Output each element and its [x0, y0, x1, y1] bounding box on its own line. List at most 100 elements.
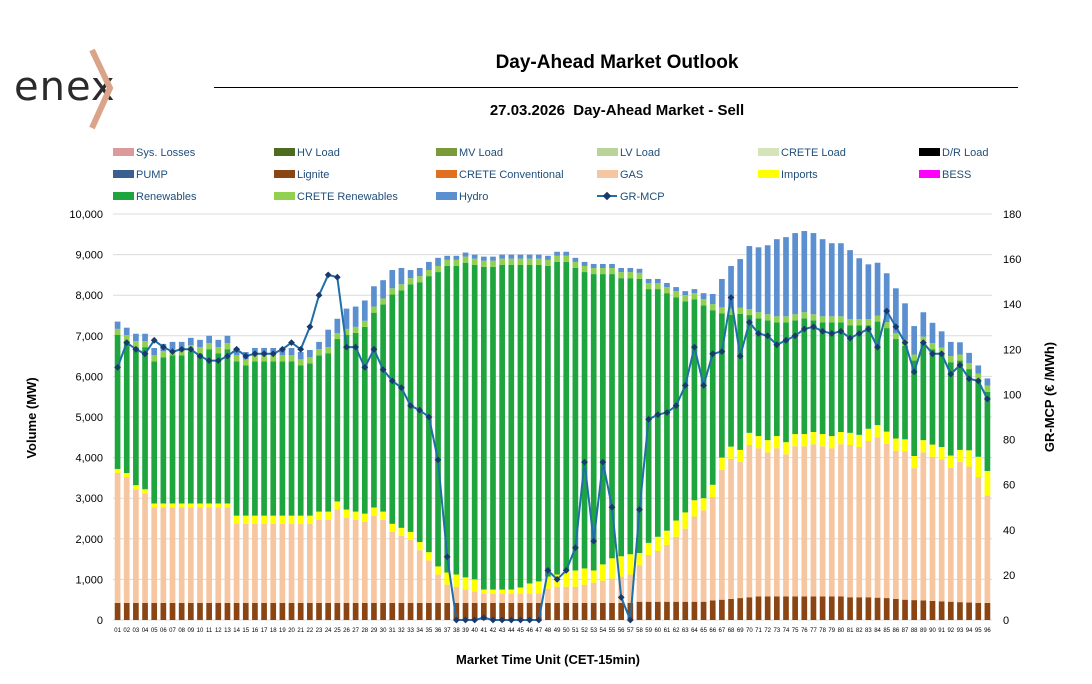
bar-segment-imports: [178, 503, 185, 508]
x-tick-label: 43: [499, 628, 506, 634]
gr-mcp-point: [800, 325, 808, 333]
bar-segment-hydro: [819, 239, 826, 317]
bar-segment-renewables: [316, 355, 322, 512]
gr-mcp-point: [654, 411, 662, 419]
bar-segment-hydro: [828, 243, 835, 317]
bar-segment-renewables: [783, 322, 789, 443]
bar-segment-crete-renewables: [279, 355, 286, 362]
bar-segment-renewables: [920, 342, 927, 441]
bar-segment-hydro: [288, 347, 295, 356]
bar-segment-gas: [810, 444, 817, 597]
bar-segment-crete-renewables: [316, 349, 322, 356]
bar-segment-lignite: [334, 602, 341, 620]
bar-segment-hydro: [471, 254, 478, 259]
bar-segment-renewables: [947, 362, 954, 456]
bar-segment-hydro: [929, 322, 936, 344]
bar-segment-renewables: [856, 325, 863, 435]
bar-segment-renewables: [187, 351, 194, 504]
bar-segment-lignite: [902, 599, 908, 620]
y2-tick-label: 80: [1003, 435, 1015, 447]
gr-mcp-point: [425, 413, 433, 421]
bar-segment-hydro: [609, 263, 615, 268]
legend-label: HV Load: [297, 147, 340, 159]
x-tick-label: 90: [929, 628, 936, 634]
x-tick-label: 47: [535, 628, 542, 634]
gr-mcp-point: [434, 456, 442, 464]
bar-segment-lignite: [947, 601, 954, 620]
bar-segment-crete-renewables: [801, 312, 808, 319]
bar-segment-renewables: [206, 349, 212, 504]
legend-label: MV Load: [459, 147, 503, 159]
bar-segment-renewables: [215, 353, 222, 504]
bar-segment-imports: [114, 468, 121, 474]
bar-segment-imports: [664, 530, 670, 545]
bar-segment-renewables: [581, 272, 588, 569]
gr-mcp-point: [242, 352, 250, 360]
bar-segment-imports: [206, 503, 212, 508]
bar-segment-gas: [893, 450, 899, 599]
bar-segment-renewables: [975, 379, 982, 457]
bar-segment-crete-renewables: [929, 343, 936, 350]
bar-segment-hydro: [865, 264, 872, 320]
bar-segment-lignite: [673, 601, 679, 620]
bar-segment-renewables: [142, 347, 148, 490]
bar-segment-hydro: [361, 300, 368, 321]
bar-segment-gas: [490, 593, 496, 603]
x-tick-label: 31: [389, 628, 396, 634]
bar-segment-lignite: [261, 602, 267, 620]
bar-segment-crete-renewables: [783, 316, 789, 323]
bar-segment-imports: [407, 531, 414, 541]
x-tick-label: 86: [893, 628, 900, 634]
bar-segment-renewables: [572, 268, 579, 571]
bar-segment-gas: [499, 593, 505, 603]
bar-segment-renewables: [755, 318, 762, 437]
bar-segment-lignite: [407, 602, 414, 620]
legend-label: D/R Load: [942, 147, 988, 159]
bar-segment-crete-renewables: [471, 258, 478, 265]
bar-segment-gas: [572, 586, 579, 603]
bar-segment-gas: [755, 448, 762, 597]
x-tick-label: 83: [865, 628, 872, 634]
x-tick-label: 37: [444, 628, 451, 634]
bar-segment-imports: [279, 515, 286, 524]
bar-segment-hydro: [783, 237, 789, 317]
bar-segment-gas: [224, 507, 231, 603]
x-tick-label: 24: [325, 628, 332, 634]
bar-segment-gas: [389, 531, 396, 603]
bar-segment-renewables: [700, 305, 707, 499]
x-tick-label: 32: [398, 628, 405, 634]
gr-mcp-point: [260, 350, 268, 358]
gr-mcp-point: [480, 614, 488, 622]
bar-segment-crete-renewables: [151, 355, 158, 362]
chart-title: Day-Ahead Market Outlook: [495, 52, 739, 73]
bar-segment-renewables: [490, 266, 496, 590]
bar-segment-crete-renewables: [416, 276, 423, 283]
bar-segment-crete-renewables: [719, 307, 725, 314]
bar-segment-lignite: [581, 602, 588, 620]
bar-segment-renewables: [151, 361, 158, 504]
bar-segment-gas: [361, 521, 368, 603]
bar-segment-lignite: [819, 596, 826, 620]
bar-segment-renewables: [297, 365, 304, 516]
bar-segment-gas: [874, 437, 881, 598]
bar-segment-crete-renewables: [270, 355, 277, 362]
x-tick-label: 30: [380, 628, 387, 634]
gr-mcp-point: [462, 616, 469, 624]
bar-segment-lignite: [810, 596, 817, 620]
bar-segment-hydro: [654, 278, 661, 284]
bar-segment-crete-renewables: [426, 270, 432, 277]
bar-segment-hydro: [169, 341, 176, 350]
bar-segment-lignite: [719, 599, 725, 620]
legend-label: Sys. Losses: [136, 147, 196, 159]
gr-mcp-point: [370, 345, 378, 353]
bar-segment-crete-renewables: [609, 268, 615, 275]
bar-segment-gas: [856, 447, 863, 598]
bar-segment-crete-renewables: [535, 258, 542, 265]
bar-segment-imports: [526, 583, 533, 594]
bar-segment-gas: [590, 582, 597, 603]
bar-segment-crete-renewables: [325, 347, 332, 354]
gr-mcp-point: [791, 332, 799, 340]
y2-tick-label: 0: [1003, 615, 1009, 627]
bar-segment-hydro: [755, 247, 762, 313]
bar-segment-gas: [764, 452, 771, 597]
